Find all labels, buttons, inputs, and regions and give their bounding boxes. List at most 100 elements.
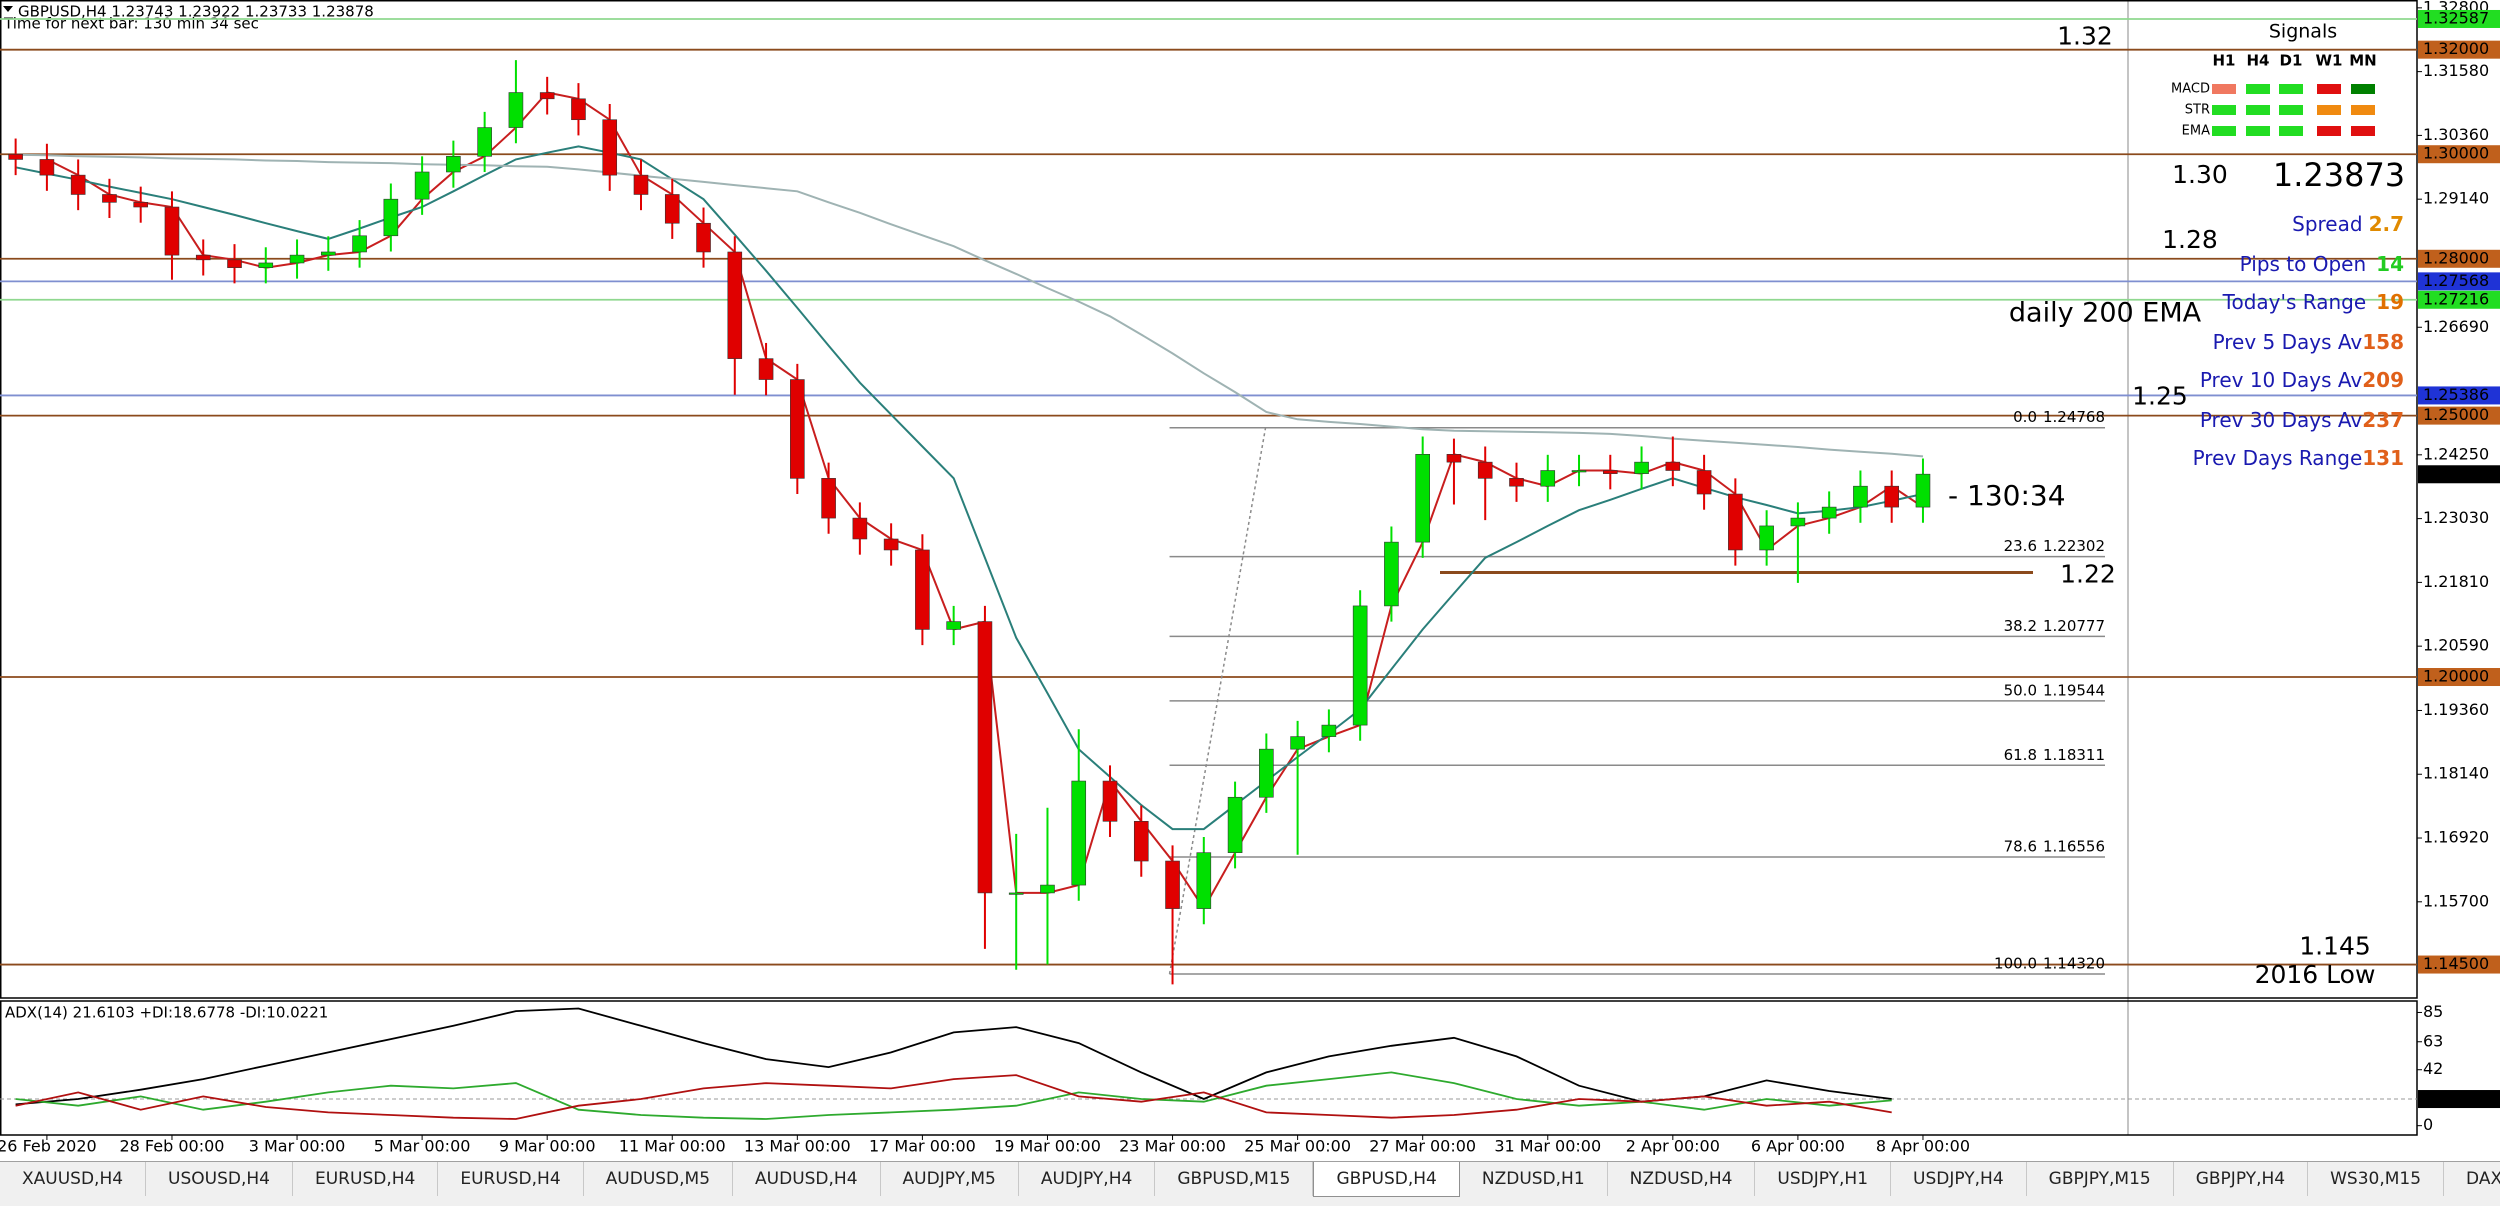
tab[interactable]: GBPJPY,H4 [2173,1162,2309,1196]
candle-body [1102,780,1118,822]
adx-tick-label: 42 [2423,1059,2443,1078]
signal-box [2317,126,2341,136]
tab[interactable]: GBPUSD,M15 [1155,1162,1314,1196]
stat: Spread 2.7 [2292,212,2404,236]
stat-label: Prev 10 Days Av [2200,368,2363,392]
candle-body [227,259,242,268]
stat-label: Prev 5 Days Av [2213,330,2363,354]
level-label: 1.22 [2060,559,2116,588]
level-label: 1.30 [2172,160,2228,189]
level-label: 1.145 [2299,932,2371,961]
chart: GBPUSD,H4 1.23743 1.23922 1.23733 1.2387… [0,0,2500,1161]
adx-tick-label: 63 [2423,1031,2443,1050]
signal-box [2279,126,2303,136]
tab[interactable]: XAUUSD,H4 [0,1162,147,1196]
candle-body [383,198,399,237]
tab[interactable]: AUDJPY,H4 [1018,1162,1156,1196]
tab[interactable]: DAX30,M1 [2444,1162,2500,1196]
background [0,0,2500,1161]
y-tick-label: 1.15700 [2423,891,2489,910]
tab[interactable]: USDJPY,H1 [1755,1162,1892,1196]
x-tick-label: 26 Feb 2020 [0,1137,97,1156]
x-tick-label: 11 Mar 00:00 [619,1137,726,1156]
stat: Prev 5 Days Av158 [2213,330,2404,354]
candle-body [1352,605,1368,726]
candle-body [414,171,430,200]
candle-body [915,549,930,630]
candle-body [289,254,305,264]
stat-label: Spread [2292,212,2362,236]
signals-row-label: MACD [2171,82,2210,97]
signals-column: MN [2349,52,2376,70]
annotation: 2016 Low [2255,960,2376,989]
tab[interactable]: USDJPY,H4 [1891,1162,2027,1196]
tab[interactable]: AUDUSD,M5 [583,1162,734,1196]
signal-box [2317,84,2341,94]
candle-body [1634,461,1649,474]
countdown: - 130:34 [1948,479,2066,512]
x-tick-label: 2 Apr 00:00 [1626,1137,1720,1156]
y-tick-label: 1.30360 [2423,125,2489,144]
candle-body [321,251,336,256]
fibo-ratio: 61.8 [2004,746,2037,764]
tab[interactable]: EURUSD,H4 [293,1162,439,1196]
tab[interactable]: AUDUSD,H4 [733,1162,881,1196]
adx-title: ADX(14) 21.6103 +DI:18.6778 -DI:10.0221 [5,1004,328,1022]
adx-line [15,1071,1892,1120]
stat: Prev 30 Days Av237 [2200,408,2404,432]
bid-label: 1.23878 [2423,464,2489,483]
y-tick-label: 1.16920 [2423,828,2489,847]
candle-body [883,538,899,551]
y-tick-label: 1.20590 [2423,636,2489,655]
candle-body [164,206,180,256]
tab[interactable]: AUDJPY,M5 [880,1162,1019,1196]
adx-tick-label: 85 [2423,1002,2443,1021]
menu-arrow [3,6,13,12]
candle-body [1759,525,1774,551]
ma-line [15,145,1924,831]
axis-box-label: 1.25386 [2423,385,2489,404]
stat-value: 209 [2362,368,2404,392]
candle-body [1259,748,1274,798]
candle-body [1227,796,1243,853]
candle-body [1415,454,1430,543]
adx-level-label: 20.0000 [2422,1089,2488,1108]
x-tick-label: 8 Apr 00:00 [1876,1137,1970,1156]
candle-body [39,159,55,176]
candle-body [8,153,23,160]
candle-body [1008,892,1024,895]
tab[interactable]: NZDUSD,H1 [1459,1162,1608,1196]
signal-box [2212,84,2236,94]
tab[interactable]: EURUSD,H4 [438,1162,584,1196]
axis-box-label: 1.32587 [2423,8,2489,27]
axis-box [2418,955,2500,974]
axis-box-label: 1.25000 [2423,405,2489,424]
tab[interactable]: USOUSD,H4 [146,1162,293,1196]
candle-body [1790,517,1806,527]
y-tick-label: 1.23030 [2423,508,2489,527]
fibo-ratio: 0.0 [2013,408,2037,426]
candle-body [946,621,961,630]
candle-body [790,379,805,479]
tab[interactable]: GBPUSD,H4 [1313,1162,1460,1197]
candle-body [1477,461,1493,479]
stat: Today's Range 19 [2222,290,2404,314]
candle-body [1540,470,1556,487]
y-tick-label: 1.19360 [2423,700,2489,719]
candle-body [1071,780,1087,886]
fibo-price: 1.14320 [2043,954,2105,972]
axis-box [2418,406,2500,425]
signal-box [2212,126,2236,136]
tab[interactable]: NZDUSD,H4 [1607,1162,1756,1196]
axis-box [2418,9,2500,28]
tab[interactable]: GBPJPY,M15 [2026,1162,2174,1196]
candle-body [1321,724,1337,737]
candle-body [1665,461,1681,471]
tab[interactable]: WS30,M15 [2308,1162,2445,1196]
signals-row-label: STR [2185,103,2210,118]
chart-subtitle: Time for next bar: 130 min 34 sec [3,15,259,33]
current-price: 1.23873 [2273,156,2405,194]
axis-box [2418,290,2500,309]
x-tick-label: 27 Mar 00:00 [1369,1137,1476,1156]
fibo-ratio: 23.6 [2004,537,2037,555]
